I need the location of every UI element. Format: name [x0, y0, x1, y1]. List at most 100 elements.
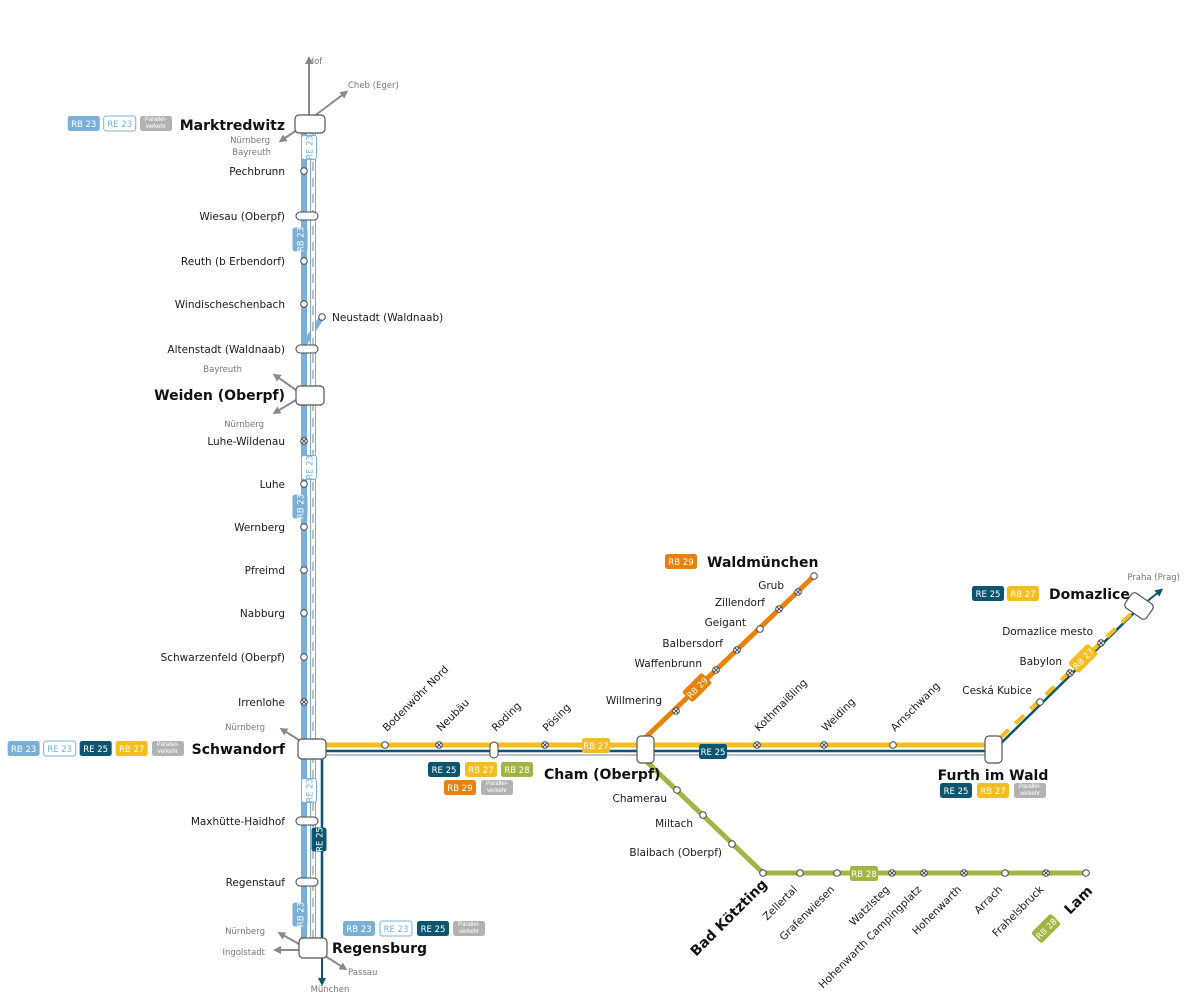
east-stop[interactable] [889, 741, 897, 749]
station-bad-koetzting: Bad Kötzting [688, 877, 771, 960]
station-label: Wernberg [234, 522, 285, 534]
bad-koetzting-stop[interactable] [759, 869, 767, 877]
north-south-interchange-stop[interactable] [295, 344, 319, 354]
line-badge-re23[interactable]: RE 23 [43, 740, 77, 757]
line-badge-rb27[interactable]: RB 27 [115, 741, 148, 756]
station-label: Babylon [1019, 656, 1062, 668]
badge-background [1031, 914, 1061, 943]
line-badge-parallel[interactable]: Parallel-verkehr [151, 741, 184, 756]
badge-background [7, 741, 40, 756]
domazlice-hub[interactable] [1123, 591, 1155, 621]
line-badge-rb27[interactable]: RB 27 [582, 738, 610, 753]
badge-background [379, 920, 413, 937]
line-badge-rb23[interactable]: RB 23 [292, 494, 308, 519]
station-label: Luhe [260, 479, 285, 491]
line-badge-re23[interactable]: RE 23 [103, 115, 137, 132]
marktredwitz-hub[interactable] [294, 114, 326, 134]
north-south-stop[interactable] [300, 300, 308, 308]
line-badge-rb27[interactable]: RB 27 [1007, 586, 1039, 601]
line-badge-rb29[interactable]: RB 29 [444, 780, 476, 795]
badge-background [67, 116, 100, 131]
request-stop-icon [921, 870, 927, 876]
line-badge-rb23[interactable]: RB 23 [292, 227, 308, 252]
line-badge-rb28[interactable]: RB 28 [501, 762, 533, 777]
line-badge-re25[interactable]: RE 25 [940, 783, 972, 798]
waldmuenchen-stop[interactable] [810, 572, 818, 580]
schwandorf-hub[interactable] [297, 738, 327, 760]
badge-label: RB 23 [346, 925, 371, 935]
east-stop[interactable] [381, 741, 389, 749]
furth-hub[interactable] [984, 735, 1003, 764]
request-stop-icon [1043, 870, 1049, 876]
weiden-hub[interactable] [295, 385, 325, 406]
line-badge-re25[interactable]: RE 25 [699, 744, 727, 759]
lam-stop[interactable] [1082, 869, 1090, 877]
line-badge-re25[interactable]: RE 25 [972, 586, 1004, 601]
station-label: Schwarzenfeld (Oberpf) [161, 652, 285, 664]
line-badge-rb29[interactable]: RB 29 [665, 554, 697, 569]
connection-bayreuth: Bayreuth [232, 148, 271, 158]
rb28-stop[interactable] [728, 840, 736, 848]
line-badge-rb27[interactable]: RB 27 [465, 762, 497, 777]
line-badge-re23[interactable]: RE 23 [379, 920, 413, 937]
line-badge-rb23[interactable]: RB 23 [292, 902, 308, 927]
line-badge-rb28[interactable]: RB 28 [1031, 913, 1061, 943]
line-badge-re25[interactable]: RE 25 [417, 921, 449, 936]
badge-label: RE 25 [432, 766, 457, 776]
request-stop-icon [776, 606, 782, 612]
line-badge-rb23[interactable]: RB 23 [67, 116, 100, 131]
line-badge-re25[interactable]: RE 25 [311, 827, 327, 852]
line-badge-re25[interactable]: RE 25 [79, 741, 112, 756]
request-stop-icon [1067, 670, 1073, 676]
regensburg-hub[interactable] [298, 937, 328, 959]
badge-background [1068, 644, 1098, 673]
line-badge-rb23[interactable]: RB 23 [7, 741, 40, 756]
station-label: Domazlice mesto [1002, 626, 1093, 638]
line-badge-parallel[interactable]: Parallel-verkehr [453, 921, 485, 936]
north-south-stop[interactable] [300, 167, 308, 175]
north-south-stop[interactable] [300, 523, 308, 531]
north-south-stop[interactable] [300, 653, 308, 661]
request-stop-icon [1098, 640, 1104, 646]
north-south-interchange-stop[interactable] [295, 816, 319, 826]
line-badge-re23[interactable]: RE 23 [301, 135, 317, 160]
north-south-interchange-stop[interactable] [295, 211, 319, 221]
north-south-stop[interactable] [300, 609, 308, 617]
badge-label: RE 25 [421, 925, 446, 935]
cham-hub[interactable] [636, 735, 655, 764]
badge-label: RE 23 [306, 455, 316, 480]
east-interchange-stop[interactable] [489, 741, 499, 759]
labels-layer: Hof Cheb (Eger) Nürnberg Bayreuth Bayreuth Nü… [7, 57, 1180, 995]
line-badge-parallel[interactable]: Parallel-verkehr [139, 116, 172, 131]
line-badge-rb27[interactable]: RB 27 [977, 783, 1009, 798]
line-badge-rb28[interactable]: RB 28 [850, 866, 878, 881]
line-badge-re23[interactable]: RE 23 [301, 778, 317, 803]
north-south-stop[interactable] [300, 566, 308, 574]
badge-label: RB 23 [297, 494, 307, 519]
rb29-stop[interactable] [756, 625, 764, 633]
line-badge-parallel[interactable]: Parallel-verkehr [1014, 783, 1046, 798]
rb28-stop[interactable] [699, 811, 707, 819]
north-south-stop[interactable] [300, 480, 308, 488]
rb28-stop[interactable] [1001, 869, 1009, 877]
line-badge-parallel[interactable]: Parallel-verkehr [481, 780, 513, 795]
badge-background [582, 738, 610, 753]
czech-stop[interactable] [1036, 698, 1044, 706]
neustadt-stop[interactable] [318, 313, 326, 321]
north-south-stop[interactable] [300, 257, 308, 265]
line-badge-re25[interactable]: RE 25 [428, 762, 460, 777]
station-label: Zillendorf [715, 597, 765, 609]
rb28-stop[interactable] [673, 786, 681, 794]
badge-label: RB 27 [583, 742, 608, 752]
request-stop-icon [713, 667, 719, 673]
badge-label: RB 23 [297, 227, 307, 252]
rb28-stop[interactable] [833, 869, 841, 877]
north-south-interchange-stop[interactable] [295, 877, 319, 887]
line-badge-rb23[interactable]: RB 23 [343, 921, 375, 936]
badge-label: RB 23 [11, 745, 36, 755]
line-badge-re23[interactable]: RE 23 [301, 455, 317, 480]
nuernberg-arrow-icon [277, 932, 300, 945]
rb28-stop[interactable] [796, 869, 804, 877]
badge-background [465, 762, 497, 777]
